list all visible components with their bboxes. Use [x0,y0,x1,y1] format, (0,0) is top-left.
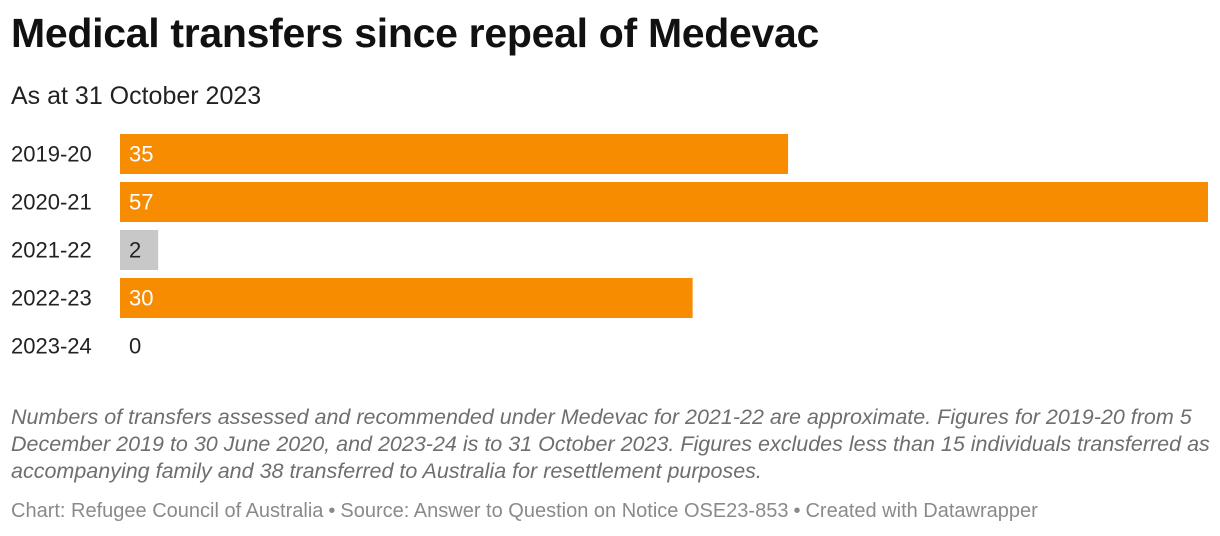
category-label: 2023-24 [11,334,92,359]
source-credit: Source: Answer to Question on Notice OSE… [340,500,789,522]
bar [120,182,1208,222]
category-label: 2020-21 [11,190,92,215]
category-label: 2021-22 [11,238,92,263]
chart-credit: Chart: Refugee Council of Australia [11,500,324,522]
category-label: 2022-23 [11,286,92,311]
bar [120,134,789,174]
bar [120,230,159,270]
category-label: 2019-20 [11,142,92,167]
chart-subtitle: As at 31 October 2023 [11,82,262,110]
chart-title: Medical transfers since repeal of Medeva… [11,10,820,56]
value-label: 57 [129,190,153,215]
footer-separator: • [328,500,336,522]
chart-notes: Numbers of transfers assessed and recomm… [11,405,1210,483]
chart-footer: Chart: Refugee Council of Australia • Sour… [11,500,1038,523]
bar-chart: 2019-20 35 2020-21 57 2021-22 2 2022-23 30 2023-… [11,134,1208,359]
value-label: 2 [129,238,141,263]
value-label: 30 [129,286,153,311]
value-label: 35 [129,142,153,167]
created-with: Created with Datawrapper [805,500,1038,522]
bar [120,278,693,318]
footer-separator: • [793,500,801,522]
value-label: 0 [129,334,141,359]
